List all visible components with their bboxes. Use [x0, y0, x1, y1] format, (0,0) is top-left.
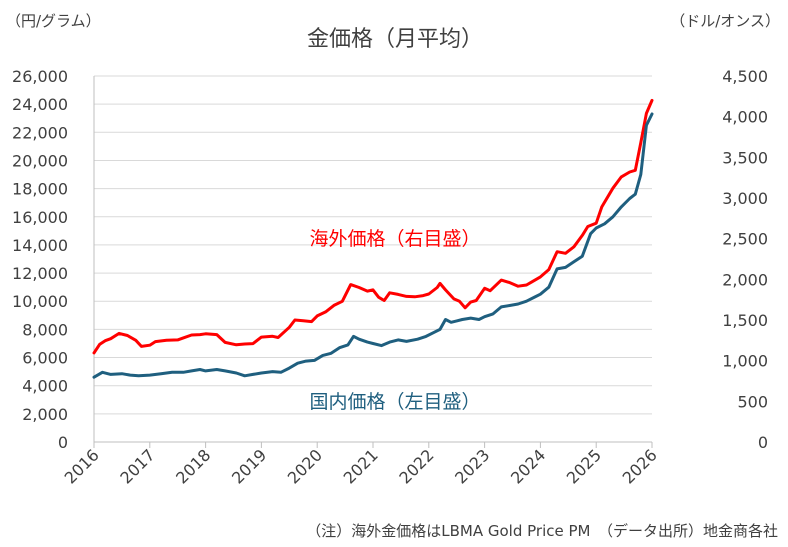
- x-tick-label: 2017: [116, 445, 158, 487]
- right-tick-label: 500: [737, 392, 768, 411]
- x-axis-ticks: 2016 2017 2018 2019 2020 2021 2022 2023 2024 2025…: [61, 442, 661, 488]
- right-axis-ticks: 0 500 1,000 1,500 2,000 2,500 3,000 3,500 4,000 4…: [722, 67, 768, 452]
- x-tick-label: 2018: [172, 445, 214, 487]
- x-tick-label: 2019: [228, 445, 270, 487]
- domestic-price-line: [92, 112, 654, 379]
- right-tick-label: 3,000: [722, 189, 768, 208]
- right-tick-label: 2,000: [722, 270, 768, 289]
- left-tick-label: 24,000: [12, 95, 68, 114]
- x-tick-label: 2025: [563, 445, 605, 487]
- left-axis-unit: （円/グラム）: [6, 12, 101, 30]
- right-tick-label: 1,500: [722, 311, 768, 330]
- x-tick-label: 2026: [619, 445, 661, 487]
- x-tick-label: 2021: [340, 445, 382, 487]
- left-tick-label: 26,000: [12, 67, 68, 86]
- domestic-price-label: 国内価格（左目盛）: [309, 391, 480, 413]
- right-tick-label: 2,500: [722, 230, 768, 249]
- left-tick-label: 12,000: [12, 264, 68, 283]
- left-tick-label: 16,000: [12, 208, 68, 227]
- right-tick-label: 4,000: [722, 108, 768, 127]
- left-tick-label: 0: [58, 433, 68, 452]
- left-tick-label: 10,000: [12, 292, 68, 311]
- left-tick-label: 6,000: [22, 349, 68, 368]
- left-tick-label: 8,000: [22, 320, 68, 339]
- left-axis-ticks: 0 2,000 4,000 6,000 8,000 10,000 12,000 14,000 1…: [12, 67, 68, 452]
- left-tick-label: 22,000: [12, 123, 68, 142]
- x-tick-label: 2023: [451, 445, 493, 487]
- left-tick-label: 18,000: [12, 180, 68, 199]
- right-tick-label: 1,000: [722, 352, 768, 371]
- gridlines: [93, 75, 652, 443]
- left-tick-label: 2,000: [22, 405, 68, 424]
- footnote: （注）海外金価格はLBMA Gold Price PM （データ出所）地金商各社: [306, 522, 778, 540]
- overseas-price-line: [92, 98, 654, 355]
- x-tick-label: 2022: [395, 445, 437, 487]
- left-tick-label: 4,000: [22, 377, 68, 396]
- x-tick-label: 2020: [284, 445, 326, 487]
- right-tick-label: 0: [758, 433, 768, 452]
- chart-title: 金価格（月平均）: [307, 27, 483, 52]
- x-tick-label: 2024: [507, 445, 549, 487]
- right-tick-label: 4,500: [722, 67, 768, 86]
- right-axis-unit: （ドル/オンス）: [670, 12, 780, 30]
- left-tick-label: 14,000: [12, 236, 68, 255]
- series-lines: [92, 98, 654, 379]
- right-tick-label: 3,500: [722, 148, 768, 167]
- overseas-price-label: 海外価格（右目盛）: [309, 228, 480, 250]
- left-tick-label: 20,000: [12, 151, 68, 170]
